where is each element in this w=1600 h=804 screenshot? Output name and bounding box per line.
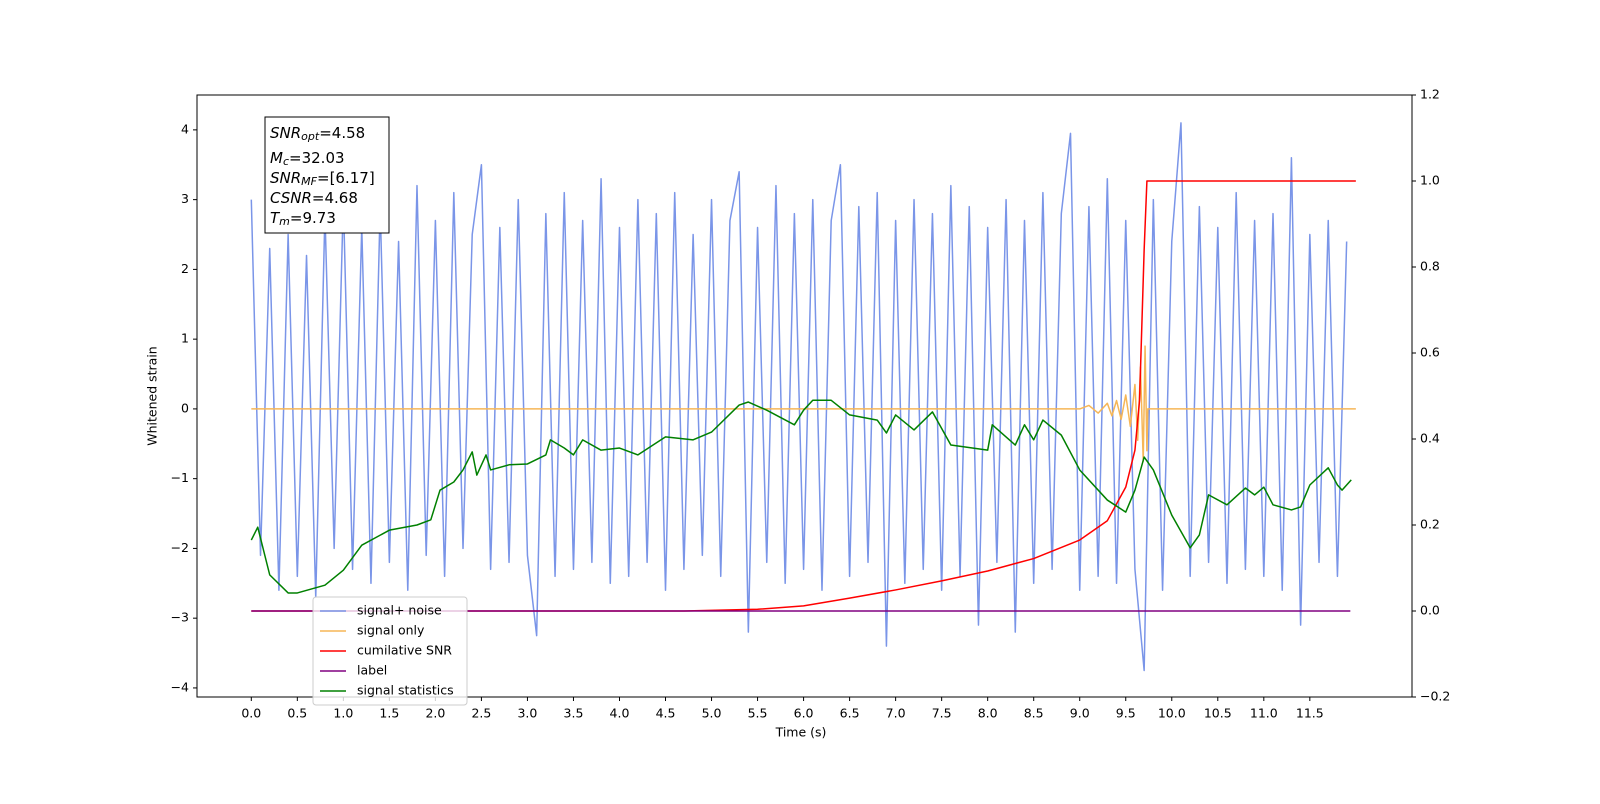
x-tick-label: 8.5 bbox=[1024, 706, 1044, 721]
legend-label: signal+ noise bbox=[357, 603, 442, 618]
annotation-line: SNRMF=[6.17] bbox=[270, 169, 375, 189]
annotation-sub: m bbox=[279, 215, 290, 228]
x-tick-label: 1.5 bbox=[379, 706, 399, 721]
y-tick-label: 1 bbox=[181, 331, 189, 346]
annotation-sub: c bbox=[283, 155, 289, 168]
annotation-text: =32.03 bbox=[289, 149, 345, 167]
y2-tick-label: 0.6 bbox=[1420, 345, 1440, 360]
annotation-base: M bbox=[270, 149, 283, 167]
annotation-line: CSNR=4.68 bbox=[270, 189, 358, 207]
y2-tick-label: 0.0 bbox=[1420, 603, 1440, 618]
y-tick-label: −1 bbox=[171, 470, 189, 485]
x-tick-label: 7.0 bbox=[886, 706, 906, 721]
y-tick-label: −2 bbox=[171, 540, 189, 555]
annotation-line: SNRopt=4.58 bbox=[270, 124, 365, 144]
annotation-text: =9.73 bbox=[290, 209, 336, 227]
x-tick-label: 4.5 bbox=[656, 706, 676, 721]
annotation-sub: MF bbox=[301, 175, 317, 188]
x-tick-label: 11.5 bbox=[1296, 706, 1324, 721]
series-line bbox=[250, 399, 1352, 594]
y-tick-label: 0 bbox=[181, 400, 189, 415]
y2-tick-label: −0.2 bbox=[1420, 689, 1450, 704]
y2-tick-label: 0.2 bbox=[1420, 517, 1440, 532]
series-line bbox=[251, 180, 1356, 612]
series-line bbox=[250, 122, 1348, 672]
y-tick-label: −4 bbox=[171, 679, 189, 694]
x-tick-label: 2.0 bbox=[425, 706, 445, 721]
x-tick-label: 8.0 bbox=[978, 706, 998, 721]
x-tick-label: 6.5 bbox=[840, 706, 860, 721]
y2-tick-label: 1.0 bbox=[1420, 173, 1440, 188]
legend: signal+ noise signal only cumilative SNR la… bbox=[312, 596, 468, 706]
legend-label: cumilative SNR bbox=[357, 643, 452, 658]
legend-box bbox=[312, 596, 468, 706]
annotation-text: =4.68 bbox=[312, 189, 358, 207]
x-tick-label: 2.5 bbox=[471, 706, 491, 721]
x-tick-label: 3.5 bbox=[564, 706, 584, 721]
annotation-base: CSNR bbox=[270, 189, 312, 207]
annotation-base: SNR bbox=[270, 169, 301, 187]
annotation: SNRopt=4.58Mc=32.03SNRMF=[6.17]CSNR=4.68… bbox=[264, 116, 390, 234]
annotation-sub: opt bbox=[301, 130, 320, 143]
series-line bbox=[251, 345, 1356, 462]
x-tick-label: 7.5 bbox=[932, 706, 952, 721]
y-tick-label: 4 bbox=[181, 121, 189, 136]
y-tick-label: 3 bbox=[181, 191, 189, 206]
y-tick-label: 2 bbox=[181, 261, 189, 276]
annotation-base: SNR bbox=[270, 124, 301, 142]
x-tick-label: 1.0 bbox=[333, 706, 353, 721]
legend-label: signal only bbox=[357, 623, 425, 638]
legend-label: label bbox=[357, 663, 387, 678]
x-tick-label: 9.0 bbox=[1070, 706, 1090, 721]
x-tick-label: 10.5 bbox=[1204, 706, 1232, 721]
y2-tick-label: 0.4 bbox=[1420, 431, 1440, 446]
x-tick-label: 10.0 bbox=[1158, 706, 1186, 721]
y2-tick-label: 1.2 bbox=[1420, 87, 1440, 102]
annotation-text: =4.58 bbox=[319, 124, 365, 142]
annotation-line: Tm=9.73 bbox=[270, 209, 336, 229]
x-axis-label: Time (s) bbox=[775, 725, 827, 740]
x-tick-label: 0.0 bbox=[241, 706, 261, 721]
x-tick-label: 3.0 bbox=[517, 706, 537, 721]
annotation-text: =[6.17] bbox=[317, 169, 375, 187]
y2-tick-label: 0.8 bbox=[1420, 259, 1440, 274]
legend-label: signal statistics bbox=[357, 683, 454, 698]
x-tick-label: 0.5 bbox=[287, 706, 307, 721]
annotation-line: Mc=32.03 bbox=[270, 149, 345, 169]
x-tick-label: 9.5 bbox=[1116, 706, 1136, 721]
plot-frame bbox=[196, 94, 1413, 698]
x-tick-label: 5.0 bbox=[702, 706, 722, 721]
y-axis-label: Whitened strain bbox=[145, 346, 160, 445]
annotation-base: T bbox=[270, 209, 281, 227]
x-tick-label: 6.0 bbox=[794, 706, 814, 721]
y-tick-label: −3 bbox=[171, 610, 189, 625]
x-tick-label: 11.0 bbox=[1250, 706, 1278, 721]
x-tick-label: 4.0 bbox=[610, 706, 630, 721]
x-tick-label: 5.5 bbox=[748, 706, 768, 721]
annotation-box bbox=[264, 116, 390, 234]
